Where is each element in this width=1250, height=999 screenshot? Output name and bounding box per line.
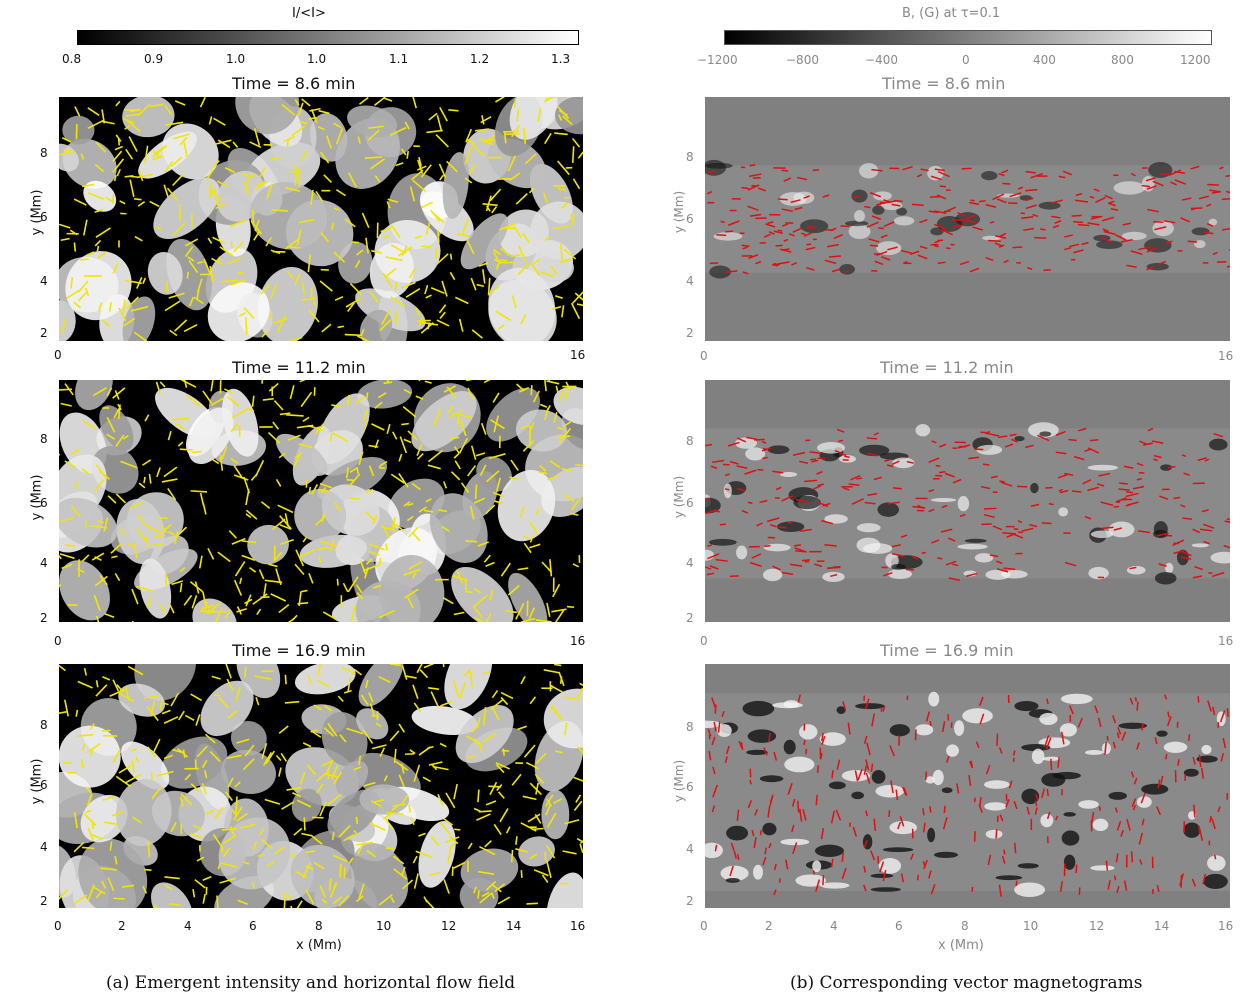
right-colorbar-tick: 800 bbox=[1111, 53, 1134, 67]
left-xtick: 0 bbox=[54, 919, 62, 933]
right-ytick: 2 bbox=[686, 894, 694, 908]
right-xtick: 16 bbox=[1218, 349, 1234, 363]
left-intensity-panel-1 bbox=[59, 97, 583, 341]
right-magnetogram-panel-1 bbox=[705, 97, 1230, 341]
right-ytick: 4 bbox=[686, 556, 694, 570]
right-magnetogram-panel-2 bbox=[705, 380, 1230, 622]
right-time-title-3: Time = 16.9 min bbox=[880, 641, 1014, 660]
left-xtick: 0 bbox=[54, 634, 62, 648]
left-colorbar-tick: 1.0 bbox=[307, 52, 327, 66]
right-ytick: 8 bbox=[686, 720, 694, 734]
left-time-title-3: Time = 16.9 min bbox=[232, 641, 366, 660]
left-ytick: 2 bbox=[40, 326, 48, 340]
right-ylabel-2: y (Mm) bbox=[672, 475, 687, 519]
right-ytick: 6 bbox=[686, 496, 694, 510]
left-colorbar-tick: 0.8 bbox=[62, 52, 82, 66]
right-xtick: 0 bbox=[700, 349, 708, 363]
left-ytick: 8 bbox=[40, 432, 48, 446]
right-ylabel-1: y (Mm) bbox=[672, 190, 687, 234]
left-ytick: 4 bbox=[40, 274, 48, 288]
left-ytick: 4 bbox=[40, 840, 48, 854]
left-colorbar-tick: 1.2 bbox=[470, 52, 490, 66]
left-xtick: 14 bbox=[506, 919, 522, 933]
right-xtick: 0 bbox=[700, 919, 708, 933]
left-intensity-panel-3 bbox=[59, 664, 583, 908]
left-xtick: 4 bbox=[184, 919, 192, 933]
right-colorbar-tick: 400 bbox=[1033, 53, 1056, 67]
right-xtick: 2 bbox=[765, 919, 773, 933]
left-xtick: 10 bbox=[376, 919, 392, 933]
left-ytick: 2 bbox=[40, 611, 48, 625]
right-xtick: 10 bbox=[1023, 919, 1039, 933]
left-colorbar-tick: 0.9 bbox=[144, 52, 164, 66]
right-ytick: 6 bbox=[686, 212, 694, 226]
right-colorbar-tick: 1200 bbox=[1180, 53, 1211, 67]
left-colorbar-tick: 1.0 bbox=[226, 52, 246, 66]
right-xtick: 8 bbox=[961, 919, 969, 933]
right-ytick: 2 bbox=[686, 611, 694, 625]
right-xtick: 6 bbox=[895, 919, 903, 933]
left-time-title-2: Time = 11.2 min bbox=[232, 358, 366, 377]
right-caption: (b) Corresponding vector magnetograms bbox=[790, 973, 1143, 993]
left-ytick: 2 bbox=[40, 894, 48, 908]
left-ytick: 8 bbox=[40, 146, 48, 160]
left-ytick: 4 bbox=[40, 556, 48, 570]
left-ytick: 6 bbox=[40, 210, 48, 224]
left-xtick: 16 bbox=[570, 348, 586, 362]
left-time-title-1: Time = 8.6 min bbox=[232, 74, 356, 93]
left-xtick: 6 bbox=[249, 919, 257, 933]
left-xtick: 0 bbox=[54, 348, 62, 362]
right-xtick: 16 bbox=[1218, 919, 1234, 933]
right-ytick: 2 bbox=[686, 326, 694, 340]
left-ytick: 8 bbox=[40, 718, 48, 732]
right-xtick: 14 bbox=[1154, 919, 1170, 933]
left-xlabel: x (Mm) bbox=[296, 938, 342, 953]
left-colorbar-tick: 1.3 bbox=[551, 52, 571, 66]
right-xtick: 4 bbox=[830, 919, 838, 933]
right-xtick: 16 bbox=[1218, 634, 1234, 648]
left-ytick: 6 bbox=[40, 496, 48, 510]
right-ytick: 8 bbox=[686, 150, 694, 164]
right-colorbar-tick: 0 bbox=[962, 53, 970, 67]
right-xtick: 12 bbox=[1089, 919, 1105, 933]
right-colorbar-tick: −400 bbox=[865, 53, 898, 67]
right-ytick: 6 bbox=[686, 780, 694, 794]
left-xtick: 8 bbox=[315, 919, 323, 933]
right-ytick: 4 bbox=[686, 842, 694, 856]
left-xtick: 12 bbox=[441, 919, 457, 933]
left-xtick: 2 bbox=[118, 919, 126, 933]
right-ytick: 8 bbox=[686, 434, 694, 448]
right-ylabel-3: y (Mm) bbox=[672, 759, 687, 803]
right-colorbar bbox=[724, 30, 1212, 45]
left-caption: (a) Emergent intensity and horizontal fl… bbox=[106, 973, 516, 993]
left-colorbar-tick: 1.1 bbox=[389, 52, 409, 66]
right-time-title-2: Time = 11.2 min bbox=[880, 358, 1014, 377]
right-magnetogram-panel-3 bbox=[705, 664, 1230, 908]
right-colorbar-title: B, (G) at τ=0.1 bbox=[902, 6, 1001, 21]
left-ytick: 6 bbox=[40, 778, 48, 792]
right-colorbar-tick: −800 bbox=[786, 53, 819, 67]
left-xtick: 16 bbox=[570, 634, 586, 648]
right-colorbar-tick: −1200 bbox=[697, 53, 738, 67]
right-xlabel: x (Mm) bbox=[938, 938, 984, 953]
left-colorbar-title: I/<I> bbox=[292, 6, 326, 21]
left-intensity-panel-2 bbox=[59, 380, 583, 622]
left-colorbar bbox=[77, 30, 579, 45]
right-ytick: 4 bbox=[686, 274, 694, 288]
right-time-title-1: Time = 8.6 min bbox=[882, 74, 1006, 93]
right-xtick: 0 bbox=[700, 634, 708, 648]
left-xtick: 16 bbox=[570, 919, 586, 933]
